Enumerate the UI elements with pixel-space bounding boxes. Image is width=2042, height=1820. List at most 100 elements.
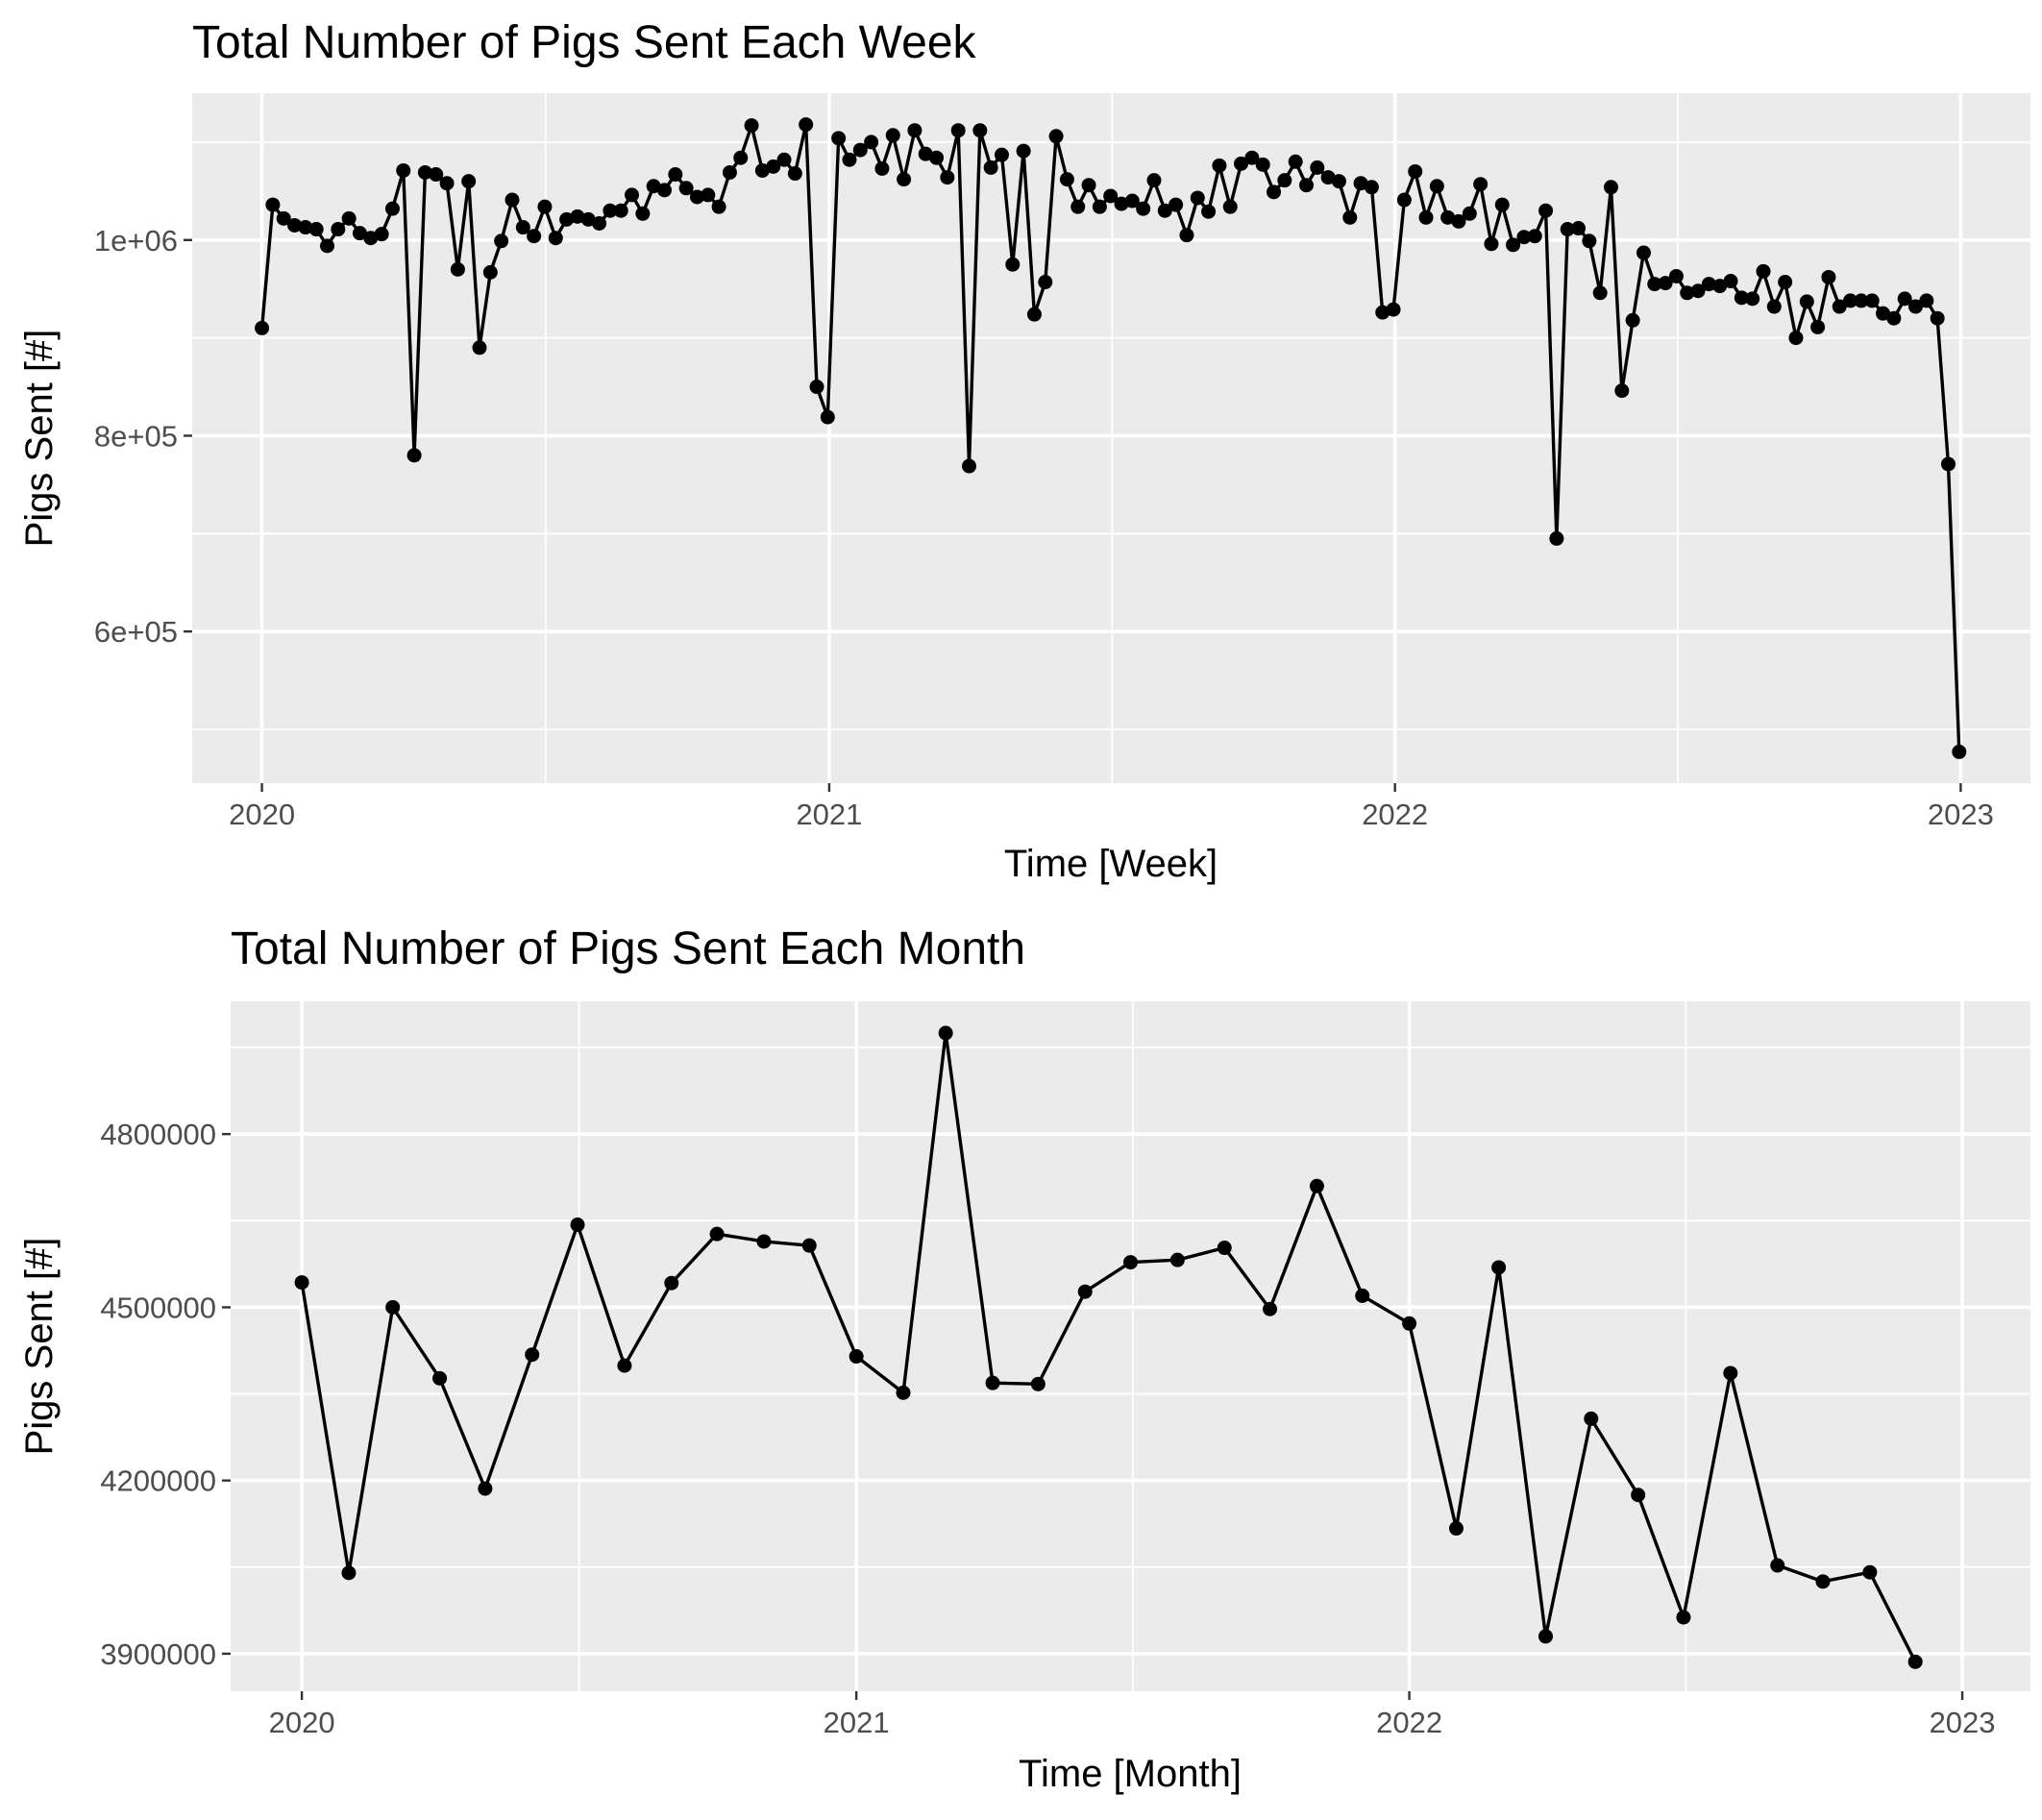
weekly-data-point — [1549, 530, 1564, 546]
weekly-data-point — [298, 220, 313, 235]
monthly-chart-title: Total Number of Pigs Sent Each Month — [231, 923, 1025, 974]
weekly-data-point — [885, 128, 900, 143]
weekly-data-point — [1059, 172, 1074, 187]
monthly-x-tick-label: 2023 — [1930, 1706, 1996, 1739]
monthly-data-point — [896, 1385, 911, 1400]
weekly-data-point — [1267, 184, 1282, 200]
monthly-data-point — [1584, 1411, 1599, 1426]
monthly-data-point — [1217, 1241, 1232, 1256]
weekly-data-point — [1440, 209, 1456, 225]
weekly-data-point — [646, 179, 661, 194]
weekly-data-point — [1940, 456, 1956, 472]
weekly-data-point — [1364, 180, 1379, 195]
monthly-y-tick-label: 4200000 — [100, 1464, 216, 1498]
weekly-data-point — [527, 229, 542, 244]
monthly-x-tick-label: 2021 — [824, 1706, 890, 1739]
weekly-data-point — [776, 152, 792, 167]
monthly-data-point — [1309, 1178, 1324, 1193]
weekly-data-point — [1222, 199, 1238, 214]
weekly-data-point — [1408, 163, 1423, 179]
weekly-data-point — [1919, 293, 1934, 308]
weekly-tick-labels: 2020 2021 2022 2023 6e+05 8e+05 1e+06 — [94, 224, 1994, 831]
monthly-y-tick-label: 3900000 — [100, 1637, 216, 1671]
monthly-data-point — [294, 1275, 309, 1291]
monthly-data-point — [1077, 1284, 1093, 1299]
weekly-data-point — [1843, 293, 1858, 308]
weekly-data-point — [766, 159, 781, 174]
weekly-data-point — [1582, 234, 1597, 249]
weekly-data-point — [1604, 180, 1618, 195]
monthly-data-point — [478, 1481, 493, 1496]
weekly-data-point — [1462, 206, 1477, 221]
weekly-data-point — [994, 147, 1009, 162]
weekly-data-point — [1092, 199, 1107, 214]
weekly-data-point — [429, 167, 444, 183]
weekly-data-point — [320, 238, 335, 254]
weekly-data-point — [374, 227, 389, 242]
weekly-data-point — [1701, 277, 1716, 292]
weekly-data-point — [1298, 178, 1314, 193]
weekly-data-point — [1494, 197, 1510, 212]
weekly-data-point — [929, 150, 945, 165]
weekly-data-point — [1516, 230, 1532, 245]
weekly-data-point — [1723, 274, 1738, 289]
monthly-data-point — [570, 1217, 585, 1233]
weekly-data-point — [1592, 285, 1608, 301]
weekly-data-point — [504, 192, 520, 208]
weekly-y-tick-label: 8e+05 — [94, 419, 178, 453]
monthly-data-point — [938, 1025, 953, 1041]
weekly-data-point — [1908, 299, 1924, 314]
monthly-axis-ticks — [222, 1132, 1964, 1700]
weekly-chart: Total Number of Pigs Sent Each Week 2020… — [18, 17, 2030, 885]
weekly-data-point — [1048, 129, 1064, 144]
weekly-data-point — [1201, 204, 1217, 219]
weekly-data-point — [1647, 277, 1662, 292]
weekly-data-point — [537, 199, 553, 214]
weekly-data-point — [482, 264, 498, 280]
monthly-y-tick-label: 4800000 — [100, 1118, 216, 1151]
weekly-data-point — [308, 222, 324, 237]
weekly-data-point — [1179, 228, 1194, 243]
weekly-data-point — [1157, 203, 1172, 218]
weekly-data-point — [1625, 312, 1640, 328]
weekly-chart-title: Total Number of Pigs Sent Each Week — [192, 17, 977, 68]
monthly-data-point — [1491, 1260, 1507, 1275]
weekly-data-point — [678, 181, 694, 196]
weekly-data-point — [1114, 196, 1129, 211]
monthly-data-point — [1355, 1288, 1370, 1303]
weekly-data-point — [1766, 299, 1782, 314]
weekly-data-point — [1005, 257, 1021, 272]
monthly-data-point — [1169, 1252, 1185, 1267]
weekly-data-point — [352, 226, 367, 241]
weekly-data-point — [580, 211, 596, 227]
weekly-data-point — [1821, 269, 1836, 284]
weekly-x-tick-label: 2023 — [1928, 798, 1994, 831]
monthly-data-point — [1676, 1610, 1691, 1625]
weekly-data-point — [1745, 291, 1760, 307]
monthly-tick-labels: 2020 2021 2022 2023 3900000 4200000 4500000 480… — [100, 1118, 1995, 1739]
weekly-data-point — [406, 448, 422, 463]
weekly-data-point — [787, 166, 802, 182]
weekly-data-point — [1712, 279, 1728, 294]
weekly-axis-ticks — [184, 238, 1962, 792]
weekly-data-point — [1473, 177, 1488, 192]
weekly-data-point — [1234, 156, 1249, 171]
weekly-data-point — [1331, 174, 1346, 189]
weekly-data-point — [1614, 383, 1630, 399]
weekly-data-point — [1026, 307, 1042, 322]
weekly-data-point — [625, 187, 640, 203]
weekly-data-point — [461, 174, 477, 189]
weekly-data-point — [1810, 319, 1826, 334]
weekly-data-point — [733, 150, 749, 165]
weekly-data-point — [1778, 275, 1793, 290]
weekly-data-point — [722, 164, 737, 180]
weekly-data-point — [635, 206, 651, 221]
monthly-data-point — [801, 1238, 817, 1253]
weekly-data-point — [657, 183, 672, 198]
monthly-data-point — [709, 1226, 725, 1242]
weekly-data-point — [1571, 221, 1587, 236]
weekly-data-point — [1429, 179, 1444, 194]
monthly-data-point — [756, 1234, 772, 1249]
weekly-data-point — [417, 164, 432, 180]
weekly-data-point — [396, 162, 411, 178]
